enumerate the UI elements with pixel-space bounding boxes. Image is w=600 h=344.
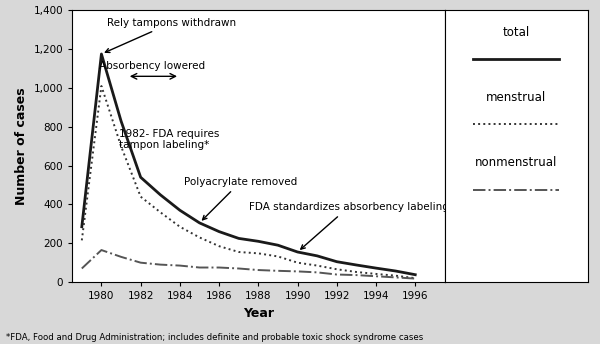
Text: Polyacrylate removed: Polyacrylate removed — [184, 177, 297, 220]
Text: Absorbency lowered: Absorbency lowered — [100, 62, 205, 72]
Text: 1982- FDA requires
tampon labeling*: 1982- FDA requires tampon labeling* — [119, 129, 220, 150]
Text: *FDA, Food and Drug Administration; includes definite and probable toxic shock s: *FDA, Food and Drug Administration; incl… — [6, 333, 423, 342]
Text: nonmenstrual: nonmenstrual — [475, 156, 557, 169]
Y-axis label: Number of cases: Number of cases — [15, 87, 28, 205]
Text: total: total — [503, 25, 530, 39]
Text: menstrual: menstrual — [486, 91, 547, 104]
Text: Rely tampons withdrawn: Rely tampons withdrawn — [106, 18, 236, 52]
Text: FDA standardizes absorbency labeling: FDA standardizes absorbency labeling — [248, 202, 448, 249]
X-axis label: Year: Year — [243, 307, 274, 320]
